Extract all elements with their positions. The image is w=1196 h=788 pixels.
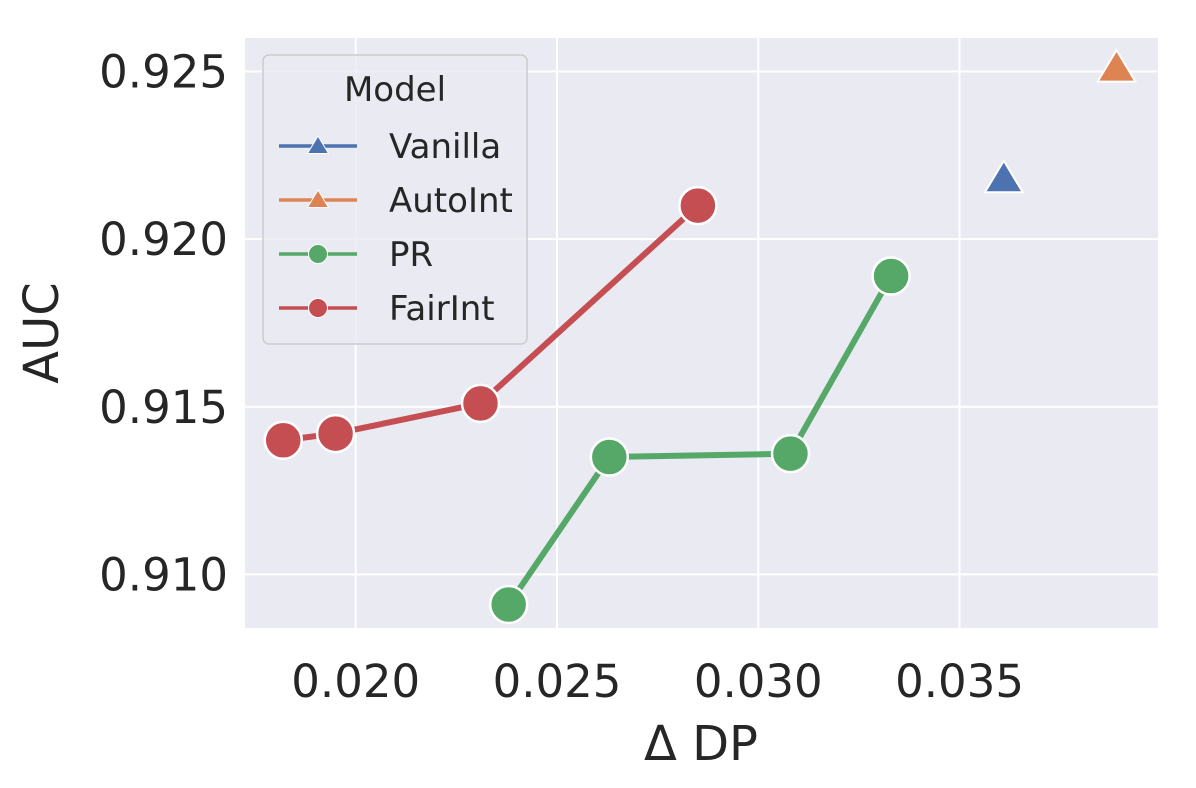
series-markers: [263, 48, 1138, 625]
y-tick-label: 0.915: [99, 381, 228, 434]
x-tick-label: 0.030: [694, 655, 823, 708]
legend-entry-fairint: FairInt: [279, 289, 495, 329]
x-axis-label: Δ DP: [644, 716, 758, 772]
legend-box: [262, 54, 528, 345]
legend-vanilla-marker: [306, 135, 330, 154]
legend-pr-label: PR: [389, 235, 433, 275]
y-tick-labels: 0.910 0.915 0.920 0.925: [99, 46, 228, 602]
pr-point: [589, 437, 630, 477]
legend: Model Vanilla AutoInt PR FairInt: [262, 54, 528, 345]
legend-entry-vanilla: Vanilla: [279, 127, 501, 167]
x-tick-labels: 0.020 0.025 0.030 0.035: [291, 655, 1024, 708]
fairint-series-line: [280, 202, 701, 444]
legend-vanilla-label: Vanilla: [389, 127, 501, 167]
fairint-point: [678, 185, 718, 226]
legend-title: Model: [344, 70, 446, 110]
x-tick-label: 0.025: [493, 655, 622, 708]
fairint-point: [460, 383, 501, 424]
legend-fairint-label: FairInt: [389, 289, 495, 329]
autoint-point: [1095, 48, 1138, 83]
legend-entries: Vanilla AutoInt PR FairInt: [279, 127, 513, 329]
x-tick-label: 0.020: [291, 655, 420, 708]
legend-fairint-marker: [308, 298, 328, 318]
y-axis-label: AUC: [14, 282, 70, 383]
series-lines: [280, 202, 895, 608]
legend-pr-marker: [308, 244, 328, 264]
pr-point: [770, 433, 811, 474]
y-tick-label: 0.920: [99, 213, 228, 266]
x-tick-label: 0.035: [895, 655, 1024, 708]
legend-autoint-marker: [306, 189, 330, 208]
legend-autoint-label: AutoInt: [389, 181, 513, 221]
pr-series-line: [505, 273, 895, 608]
fairint-point: [263, 420, 303, 461]
fairint-point: [315, 413, 356, 454]
pr-point: [488, 584, 529, 625]
y-tick-label: 0.925: [99, 46, 228, 99]
pr-point: [871, 256, 911, 296]
legend-entry-pr: PR: [279, 235, 433, 275]
vanilla-point: [983, 158, 1025, 194]
y-tick-label: 0.910: [99, 548, 228, 601]
legend-entry-autoint: AutoInt: [279, 181, 513, 221]
